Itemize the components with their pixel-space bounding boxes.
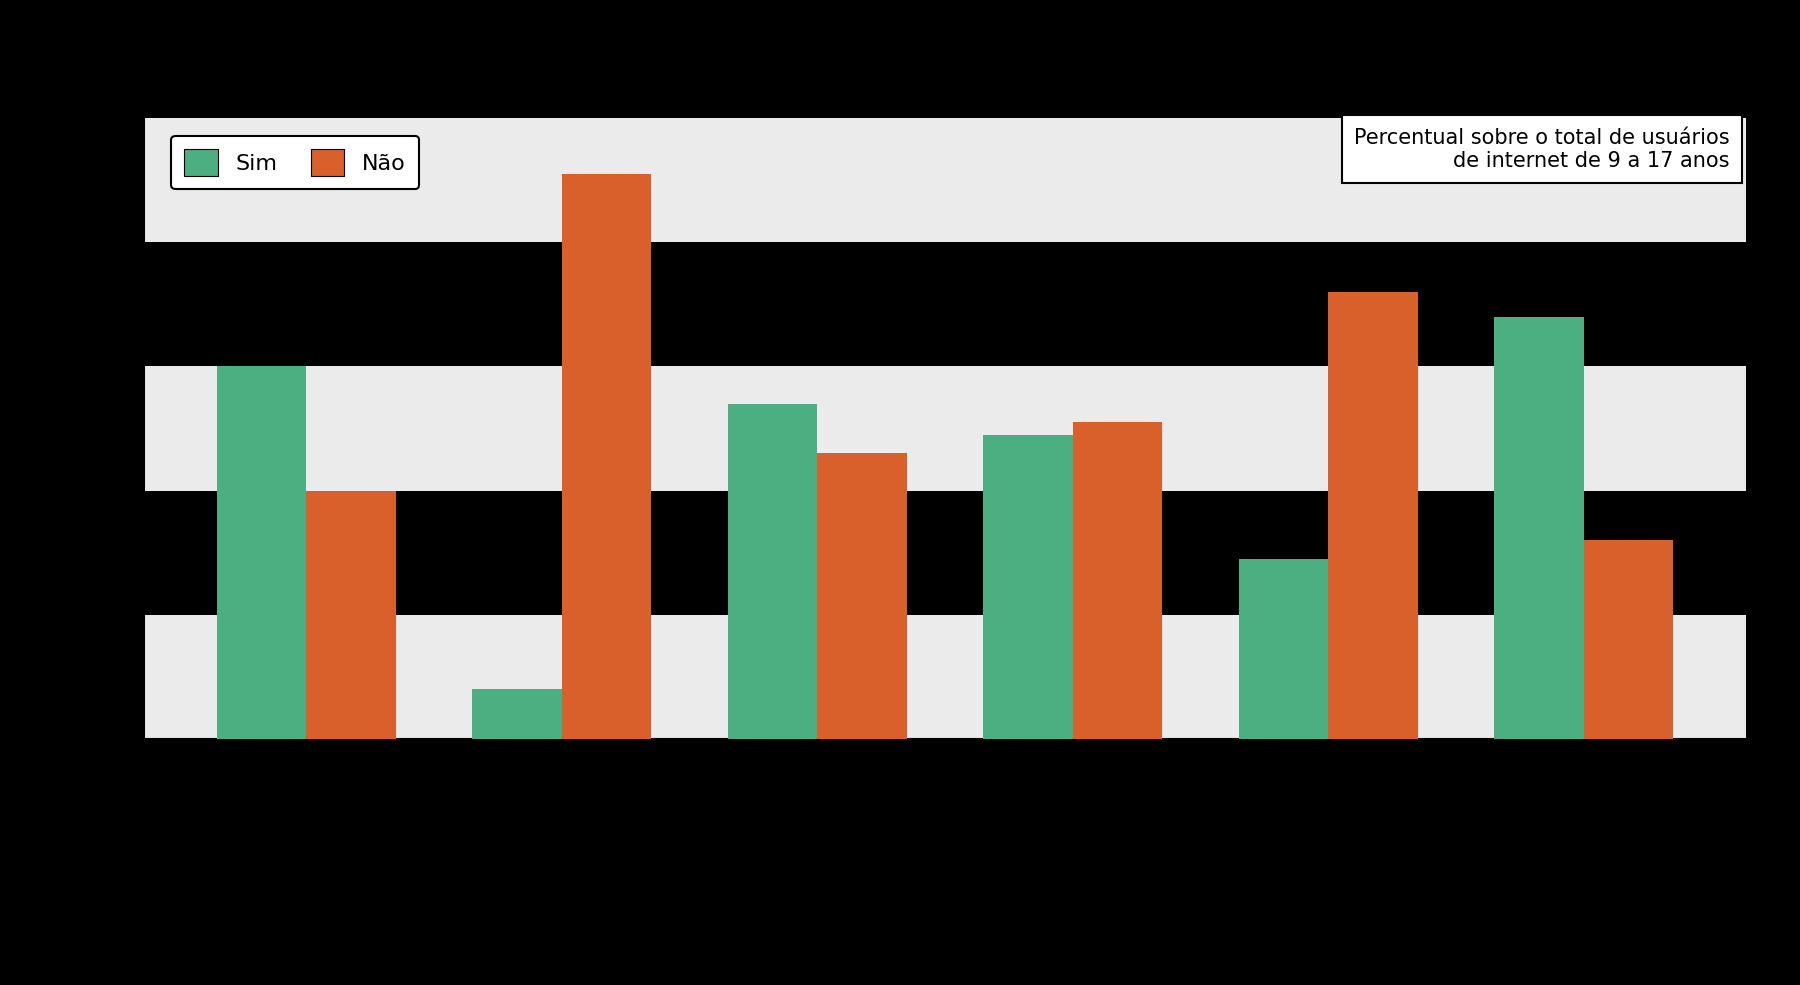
Text: Comprou coisas
na internet: Comprou coisas na internet: [484, 763, 639, 805]
Bar: [1073, 423, 1163, 739]
Bar: [144, 491, 1746, 615]
Bar: [1494, 317, 1584, 739]
Bar: [817, 453, 907, 739]
Bar: [144, 615, 1746, 739]
Bar: [144, 242, 1746, 366]
Text: Assistiu a vídeos,
programas, filmes
ou séries on-line: Assistiu a vídeos, programas, filmes ou …: [218, 763, 394, 826]
Text: Percentual sobre o total de usuários
de internet de 9 a 17 anos: Percentual sobre o total de usuários de …: [1354, 127, 1730, 170]
Text: Postou na Internet um
texto, imagem ou vídeo
que você mesmo fez: Postou na Internet um texto, imagem ou v…: [1211, 763, 1444, 828]
Legend: Sim, Não: Sim, Não: [171, 136, 419, 189]
Bar: [562, 174, 652, 739]
Bar: [472, 690, 562, 739]
Bar: [983, 434, 1073, 739]
Text: Usou redes
sociais: Usou redes sociais: [1530, 763, 1638, 805]
Bar: [144, 366, 1746, 491]
Bar: [1584, 540, 1674, 739]
Bar: [306, 491, 396, 739]
Text: Ouviu música
on-line: Ouviu música on-line: [1006, 763, 1139, 805]
Bar: [144, 118, 1746, 242]
Bar: [1238, 558, 1328, 739]
Text: Jogou on-line, não
conectado com
outros jogadores: Jogou on-line, não conectado com outros …: [729, 763, 905, 826]
Bar: [216, 366, 306, 739]
Bar: [727, 404, 817, 739]
Bar: [1328, 292, 1418, 739]
